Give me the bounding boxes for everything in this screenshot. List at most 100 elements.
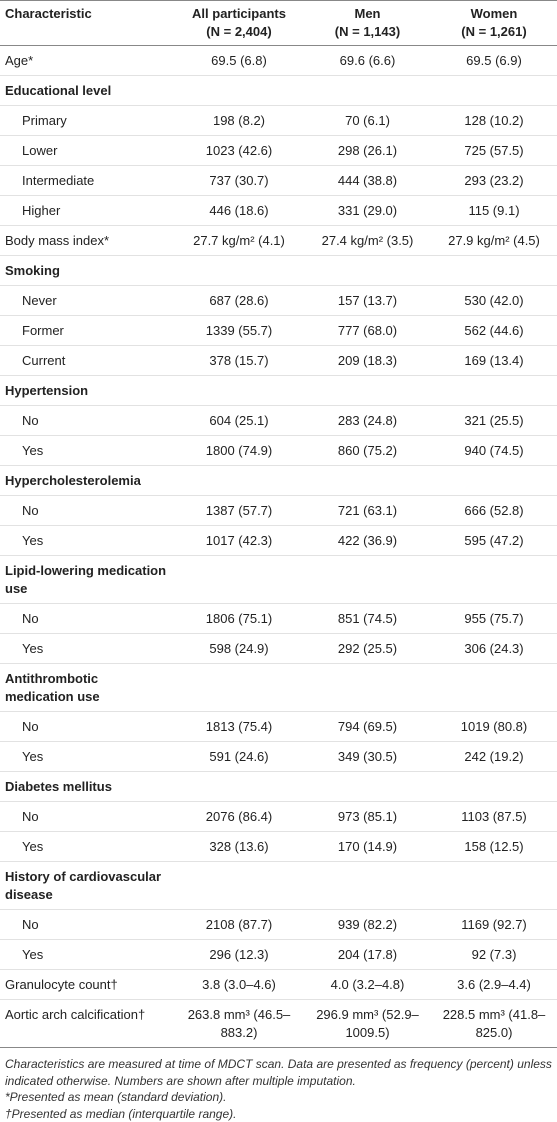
column-header: All participants(N = 2,404): [172, 1, 304, 46]
empty-cell: [172, 256, 304, 286]
empty-cell: [172, 556, 304, 604]
cell-value: 939 (82.2): [304, 910, 429, 940]
cell-value: 1800 (74.9): [172, 436, 304, 466]
cell-value: 3.6 (2.9–4.4): [429, 970, 557, 1000]
cell-value: 157 (13.7): [304, 286, 429, 316]
cell-value: 69.6 (6.6): [304, 46, 429, 76]
cell-value: 595 (47.2): [429, 526, 557, 556]
column-title: Men: [309, 5, 426, 23]
cell-value: 170 (14.9): [304, 832, 429, 862]
cell-value: 1017 (42.3): [172, 526, 304, 556]
cell-value: 562 (44.6): [429, 316, 557, 346]
cell-value: 69.5 (6.9): [429, 46, 557, 76]
section-heading: Smoking: [0, 256, 172, 286]
cell-value: 128 (10.2): [429, 106, 557, 136]
cell-value: 228.5 mm³ (41.8–825.0): [429, 1000, 557, 1048]
column-title: All participants: [177, 5, 301, 23]
cell-value: 737 (30.7): [172, 166, 304, 196]
empty-cell: [429, 376, 557, 406]
footnote: *Presented as mean (standard deviation).: [5, 1089, 552, 1106]
row-label: Yes: [0, 742, 172, 772]
row-label: Higher: [0, 196, 172, 226]
empty-cell: [429, 862, 557, 910]
footnote: Characteristics are measured at time of …: [5, 1056, 552, 1089]
cell-value: 1023 (42.6): [172, 136, 304, 166]
empty-cell: [304, 256, 429, 286]
cell-value: 973 (85.1): [304, 802, 429, 832]
cell-value: 530 (42.0): [429, 286, 557, 316]
cell-value: 1813 (75.4): [172, 712, 304, 742]
cell-value: 331 (29.0): [304, 196, 429, 226]
row-label: Granulocyte count†: [0, 970, 172, 1000]
table-body: Age*69.5 (6.8)69.6 (6.6)69.5 (6.9)Educat…: [0, 46, 557, 1048]
row-label: No: [0, 802, 172, 832]
cell-value: 321 (25.5): [429, 406, 557, 436]
empty-cell: [172, 376, 304, 406]
cell-value: 1103 (87.5): [429, 802, 557, 832]
cell-value: 955 (75.7): [429, 604, 557, 634]
row-label: No: [0, 496, 172, 526]
cell-value: 2108 (87.7): [172, 910, 304, 940]
row-label: No: [0, 910, 172, 940]
footnote: †Presented as median (interquartile rang…: [5, 1106, 552, 1122]
cell-value: 204 (17.8): [304, 940, 429, 970]
row-label: Age*: [0, 46, 172, 76]
footnotes: Characteristics are measured at time of …: [0, 1048, 557, 1122]
cell-value: 27.7 kg/m² (4.1): [172, 226, 304, 256]
column-header: Characteristic: [0, 1, 172, 46]
row-label: Intermediate: [0, 166, 172, 196]
cell-value: 169 (13.4): [429, 346, 557, 376]
row-label: Yes: [0, 526, 172, 556]
cell-value: 283 (24.8): [304, 406, 429, 436]
cell-value: 70 (6.1): [304, 106, 429, 136]
cell-value: 666 (52.8): [429, 496, 557, 526]
empty-cell: [429, 772, 557, 802]
cell-value: 378 (15.7): [172, 346, 304, 376]
column-n: (N = 1,143): [309, 23, 426, 41]
empty-cell: [429, 256, 557, 286]
cell-value: 296.9 mm³ (52.9–1009.5): [304, 1000, 429, 1048]
cell-value: 27.9 kg/m² (4.5): [429, 226, 557, 256]
cell-value: 92 (7.3): [429, 940, 557, 970]
empty-cell: [172, 772, 304, 802]
empty-cell: [304, 664, 429, 712]
section-heading: Antithrombotic medication use: [0, 664, 172, 712]
cell-value: 860 (75.2): [304, 436, 429, 466]
table-row: Body mass index*27.7 kg/m² (4.1)27.4 kg/…: [0, 226, 557, 256]
cell-value: 598 (24.9): [172, 634, 304, 664]
empty-cell: [304, 556, 429, 604]
cell-value: 242 (19.2): [429, 742, 557, 772]
empty-cell: [429, 76, 557, 106]
row-label: Yes: [0, 436, 172, 466]
row-label: Lower: [0, 136, 172, 166]
cell-value: 446 (18.6): [172, 196, 304, 226]
section-row: Hypertension: [0, 376, 557, 406]
row-label: Former: [0, 316, 172, 346]
row-label: Primary: [0, 106, 172, 136]
row-label: Yes: [0, 634, 172, 664]
cell-value: 940 (74.5): [429, 436, 557, 466]
column-n: (N = 2,404): [177, 23, 301, 41]
table-row: Granulocyte count†3.8 (3.0–4.6)4.0 (3.2–…: [0, 970, 557, 1000]
section-row: Antithrombotic medication use: [0, 664, 557, 712]
cell-value: 4.0 (3.2–4.8): [304, 970, 429, 1000]
cell-value: 293 (23.2): [429, 166, 557, 196]
section-row: Diabetes mellitus: [0, 772, 557, 802]
cell-value: 794 (69.5): [304, 712, 429, 742]
cell-value: 1806 (75.1): [172, 604, 304, 634]
section-row: Smoking: [0, 256, 557, 286]
empty-cell: [304, 466, 429, 496]
row-label: Aortic arch calcification†: [0, 1000, 172, 1048]
cell-value: 1019 (80.8): [429, 712, 557, 742]
